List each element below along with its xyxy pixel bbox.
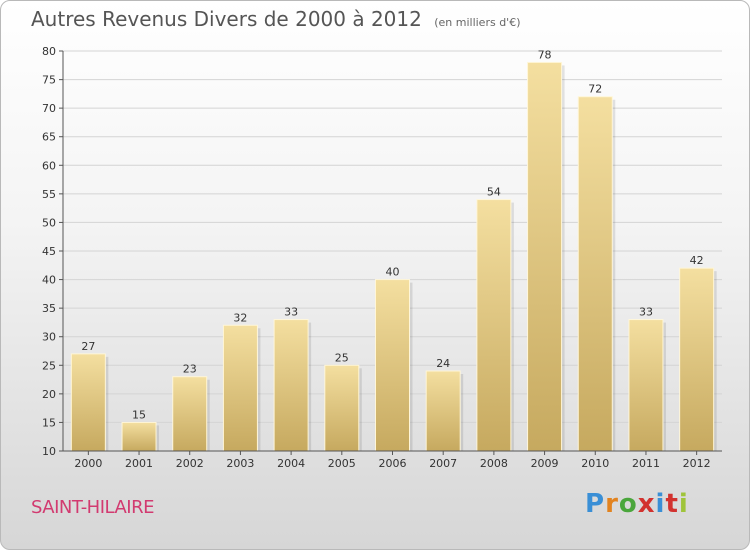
x-tick-label: 2005 [328,457,356,470]
bar [70,353,106,452]
logo-letter: t [665,489,679,519]
x-tick-label: 2011 [632,457,660,470]
axes: 10 15 20 25 30 35 40 45 50 55 60 65 70 75 80 2000 2001 20… [42,45,722,470]
x-tick-label: 2006 [379,457,407,470]
y-tick-label: 65 [42,131,56,144]
y-tick-label: 75 [42,74,56,87]
data-label: 78 [538,48,552,61]
x-tick-label: 2000 [74,457,102,470]
y-tick-label: 60 [42,159,56,172]
data-label: 32 [233,311,247,324]
y-tick-label: 80 [42,45,56,58]
x-tick-label: 2007 [429,457,457,470]
x-tick-label: 2003 [226,457,254,470]
logo-letter: i [655,489,666,519]
x-tick-label: 2004 [277,457,305,470]
data-label: 33 [639,306,653,319]
bar [527,61,563,452]
logo-letter: x [637,489,656,519]
chart-subtitle: (en milliers d'€) [434,16,521,29]
data-label: 72 [588,83,602,96]
x-tick-label: 2010 [581,457,609,470]
bar [273,319,309,452]
y-tick-label: 10 [42,445,56,458]
data-label: 33 [284,306,298,319]
logo-letter: P [585,489,606,519]
bar [324,364,360,452]
y-tick-label: 70 [42,102,56,115]
y-tick-label: 45 [42,245,56,258]
data-label: 54 [487,186,501,199]
y-tick-label: 15 [42,416,56,429]
x-tick-label: 2001 [125,457,153,470]
data-label: 23 [183,363,197,376]
y-tick-label: 35 [42,302,56,315]
logo-letter: i [678,489,689,519]
bar [222,324,258,452]
bar [628,319,664,452]
x-tick-label: 2008 [480,457,508,470]
y-tick-label: 25 [42,359,56,372]
bar [577,96,613,452]
x-tick-label: 2002 [176,457,204,470]
y-tick-label: 40 [42,274,56,287]
data-label: 25 [335,351,349,364]
data-label: 15 [132,408,146,421]
bar [425,370,461,452]
y-tick-label: 20 [42,388,56,401]
data-label: 42 [690,254,704,267]
logo-letter: o [618,489,638,519]
bar [375,279,410,452]
data-label: 27 [81,340,95,353]
data-label: 24 [436,357,450,370]
data-labels: 27 15 23 32 33 25 40 24 54 78 72 33 42 [81,48,703,421]
data-label: 40 [386,266,400,279]
bar [121,421,157,452]
bar [476,199,512,452]
commune-name: SAINT-HILAIRE [31,497,154,518]
y-tick-label: 30 [42,331,56,344]
x-tick-label: 2009 [531,457,559,470]
logo-letter: r [605,489,619,519]
bar [172,376,208,452]
chart-title-text: Autres Revenus Divers de 2000 à 2012 [31,7,422,31]
x-tick-label: 2012 [683,457,711,470]
y-tick-label: 50 [42,216,56,229]
chart-title: Autres Revenus Divers de 2000 à 2012 (en… [31,7,521,31]
bars [70,61,717,452]
proxiti-logo: Proxiti [585,489,689,519]
y-tick-label: 55 [42,188,56,201]
bar [679,267,715,452]
